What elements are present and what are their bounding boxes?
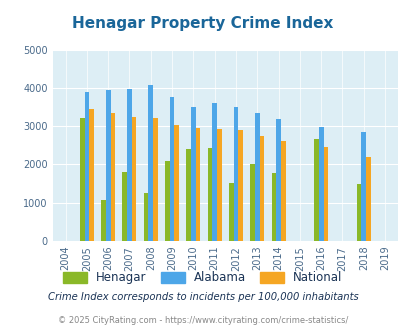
Bar (89, 109, 94, 241)
Bar (233, 107, 238, 241)
Bar (80, 118, 84, 241)
Bar (207, 148, 212, 241)
Bar (165, 160, 169, 241)
Bar (148, 85, 153, 241)
Bar (84, 92, 89, 241)
Bar (101, 200, 106, 241)
Bar (106, 90, 110, 241)
Bar (323, 147, 327, 241)
Bar (153, 118, 158, 241)
Bar (110, 113, 115, 241)
Bar (313, 140, 318, 241)
Bar (271, 173, 275, 241)
Bar (365, 157, 370, 241)
Bar (169, 97, 174, 241)
Bar (360, 132, 365, 241)
Bar (275, 119, 280, 241)
Text: Crime Index corresponds to incidents per 100,000 inhabitants: Crime Index corresponds to incidents per… (47, 292, 358, 302)
Bar (356, 184, 360, 241)
Text: Henagar Property Crime Index: Henagar Property Crime Index (72, 16, 333, 31)
Bar (217, 129, 221, 241)
Bar (254, 113, 259, 241)
Legend: Henagar, Alabama, National: Henagar, Alabama, National (58, 267, 347, 289)
Bar (143, 193, 148, 241)
Bar (238, 130, 243, 241)
Bar (186, 149, 191, 241)
Bar (259, 136, 264, 241)
Bar (212, 103, 217, 241)
Bar (228, 183, 233, 241)
Bar (122, 172, 127, 241)
Bar (280, 141, 285, 241)
Bar (132, 117, 136, 241)
Bar (191, 107, 195, 241)
Bar (195, 128, 200, 241)
Bar (249, 164, 254, 241)
Bar (127, 89, 132, 241)
Text: © 2025 CityRating.com - https://www.cityrating.com/crime-statistics/: © 2025 CityRating.com - https://www.city… (58, 315, 347, 325)
Bar (318, 127, 323, 241)
Bar (174, 125, 179, 241)
